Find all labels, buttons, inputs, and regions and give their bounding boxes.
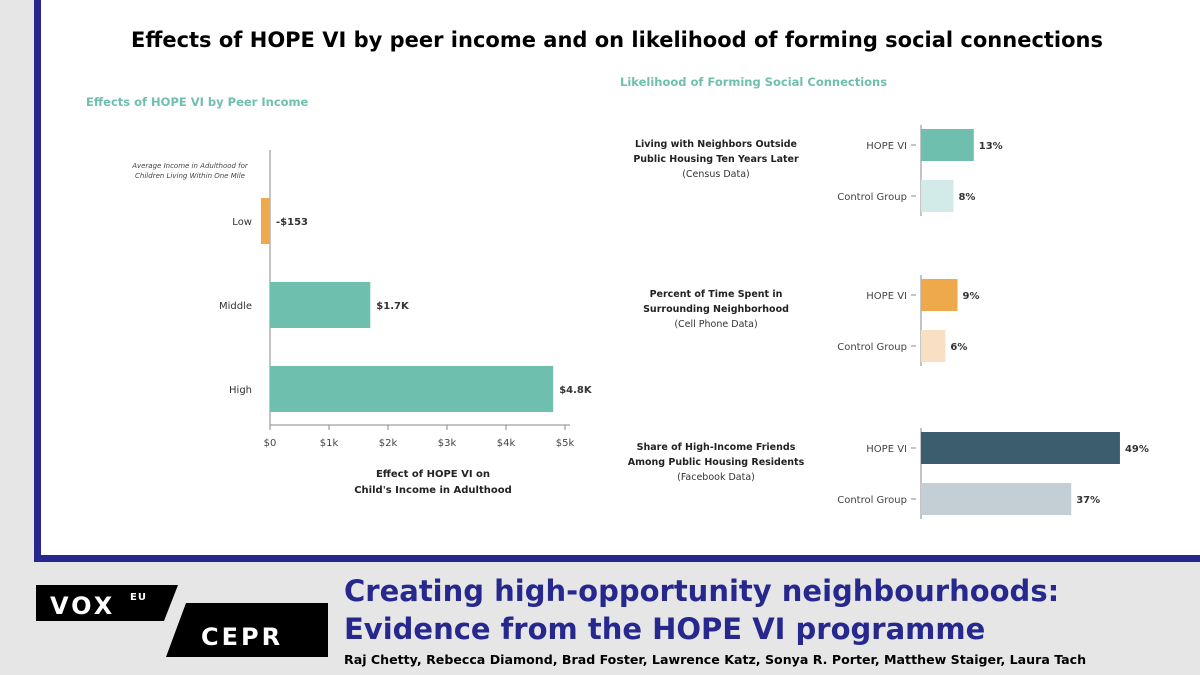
right-group-label-0-line-2: Public Housing Ten Years Later: [633, 154, 799, 165]
left-chart-yaxis-note-line-2: Children Living Within One Mile: [135, 172, 245, 180]
right-group-source-2: (Facebook Data): [677, 472, 755, 483]
right-bar-2-hope-vi: [921, 432, 1120, 464]
left-category-label-middle: Middle: [219, 301, 252, 312]
right-bar-1-hope-vi: [921, 279, 958, 311]
right-group-label-1-line-2: Surrounding Neighborhood: [643, 304, 789, 315]
left-category-label-high: High: [229, 385, 252, 396]
right-category-label-2-0: HOPE VI: [866, 444, 907, 455]
left-xtick-label-2: $2k: [379, 438, 398, 449]
left-xtick-label-1: $1k: [320, 438, 339, 449]
logo-cepr-block: [166, 603, 328, 657]
right-category-label-1-0: HOPE VI: [866, 291, 907, 302]
right-category-label-0-0: HOPE VI: [866, 141, 907, 152]
right-group-source-1: (Cell Phone Data): [674, 319, 757, 330]
left-value-label-low: -$153: [276, 217, 308, 228]
left-xtick-label-5: $5k: [556, 438, 575, 449]
voxeu-cepr-logo: VOX EU CEPR: [36, 585, 328, 657]
right-value-label-0-1: 8%: [958, 192, 975, 203]
left-chart-title: Effects of HOPE VI by Peer Income: [86, 95, 309, 109]
left-value-label-high: $4.8K: [559, 385, 593, 396]
logo-cepr-text: CEPR: [201, 623, 283, 651]
left-category-label-low: Low: [232, 217, 252, 228]
right-group-source-0: (Census Data): [682, 169, 750, 180]
left-bar-high: [270, 366, 554, 412]
right-bar-0-control: [921, 180, 954, 212]
charts-canvas: Effects of HOPE VI by Peer Income Average…: [86, 75, 1149, 519]
right-bar-1-control: [921, 330, 946, 362]
right-category-label-2-1: Control Group: [837, 495, 907, 506]
logo-vox-block: [36, 585, 178, 621]
left-xtick-label-0: $0: [264, 438, 277, 449]
left-xtick-label-3: $3k: [438, 438, 457, 449]
figure-title: Effects of HOPE VI by peer income and on…: [130, 28, 1104, 52]
right-value-label-0-0: 13%: [979, 141, 1003, 152]
right-value-label-1-0: 9%: [963, 291, 980, 302]
left-xtick-label-4: $4k: [497, 438, 516, 449]
right-value-label-2-0: 49%: [1125, 444, 1149, 455]
right-group-label-2-line-2: Among Public Housing Residents: [628, 457, 805, 468]
footer-title: Creating high-opportunity neighbourhoods…: [344, 572, 1194, 648]
right-bar-2-control: [921, 483, 1072, 515]
right-group-label-2-line-1: Share of High-Income Friends: [637, 442, 796, 453]
logo-eu-text: EU: [130, 592, 147, 603]
right-value-label-1-1: 6%: [950, 342, 967, 353]
left-bar-low: [260, 198, 270, 244]
left-xlabel-line-1: Effect of HOPE VI on: [376, 469, 490, 480]
logo-vox-text: VOX: [50, 592, 115, 620]
footer-authors: Raj Chetty, Rebecca Diamond, Brad Foster…: [344, 652, 1087, 667]
right-bar-0-hope-vi: [921, 129, 974, 161]
right-chart-title: Likelihood of Forming Social Connections: [620, 75, 887, 89]
right-group-label-1-line-1: Percent of Time Spent in: [650, 289, 783, 300]
left-value-label-middle: $1.7K: [376, 301, 410, 312]
left-chart-yaxis-note-line-1: Average Income in Adulthood for: [131, 162, 249, 170]
left-bar-middle: [270, 282, 371, 328]
right-category-label-1-1: Control Group: [837, 342, 907, 353]
footer-title-line-2: Evidence from the HOPE VI programme: [344, 612, 986, 646]
left-xlabel-line-2: Child's Income in Adulthood: [354, 485, 512, 496]
right-group-label-0-line-1: Living with Neighbors Outside: [635, 139, 797, 150]
footer-title-line-1: Creating high-opportunity neighbourhoods…: [344, 574, 1060, 608]
right-value-label-2-1: 37%: [1076, 495, 1100, 506]
right-category-label-0-1: Control Group: [837, 192, 907, 203]
figure-panel: [34, 0, 1200, 562]
